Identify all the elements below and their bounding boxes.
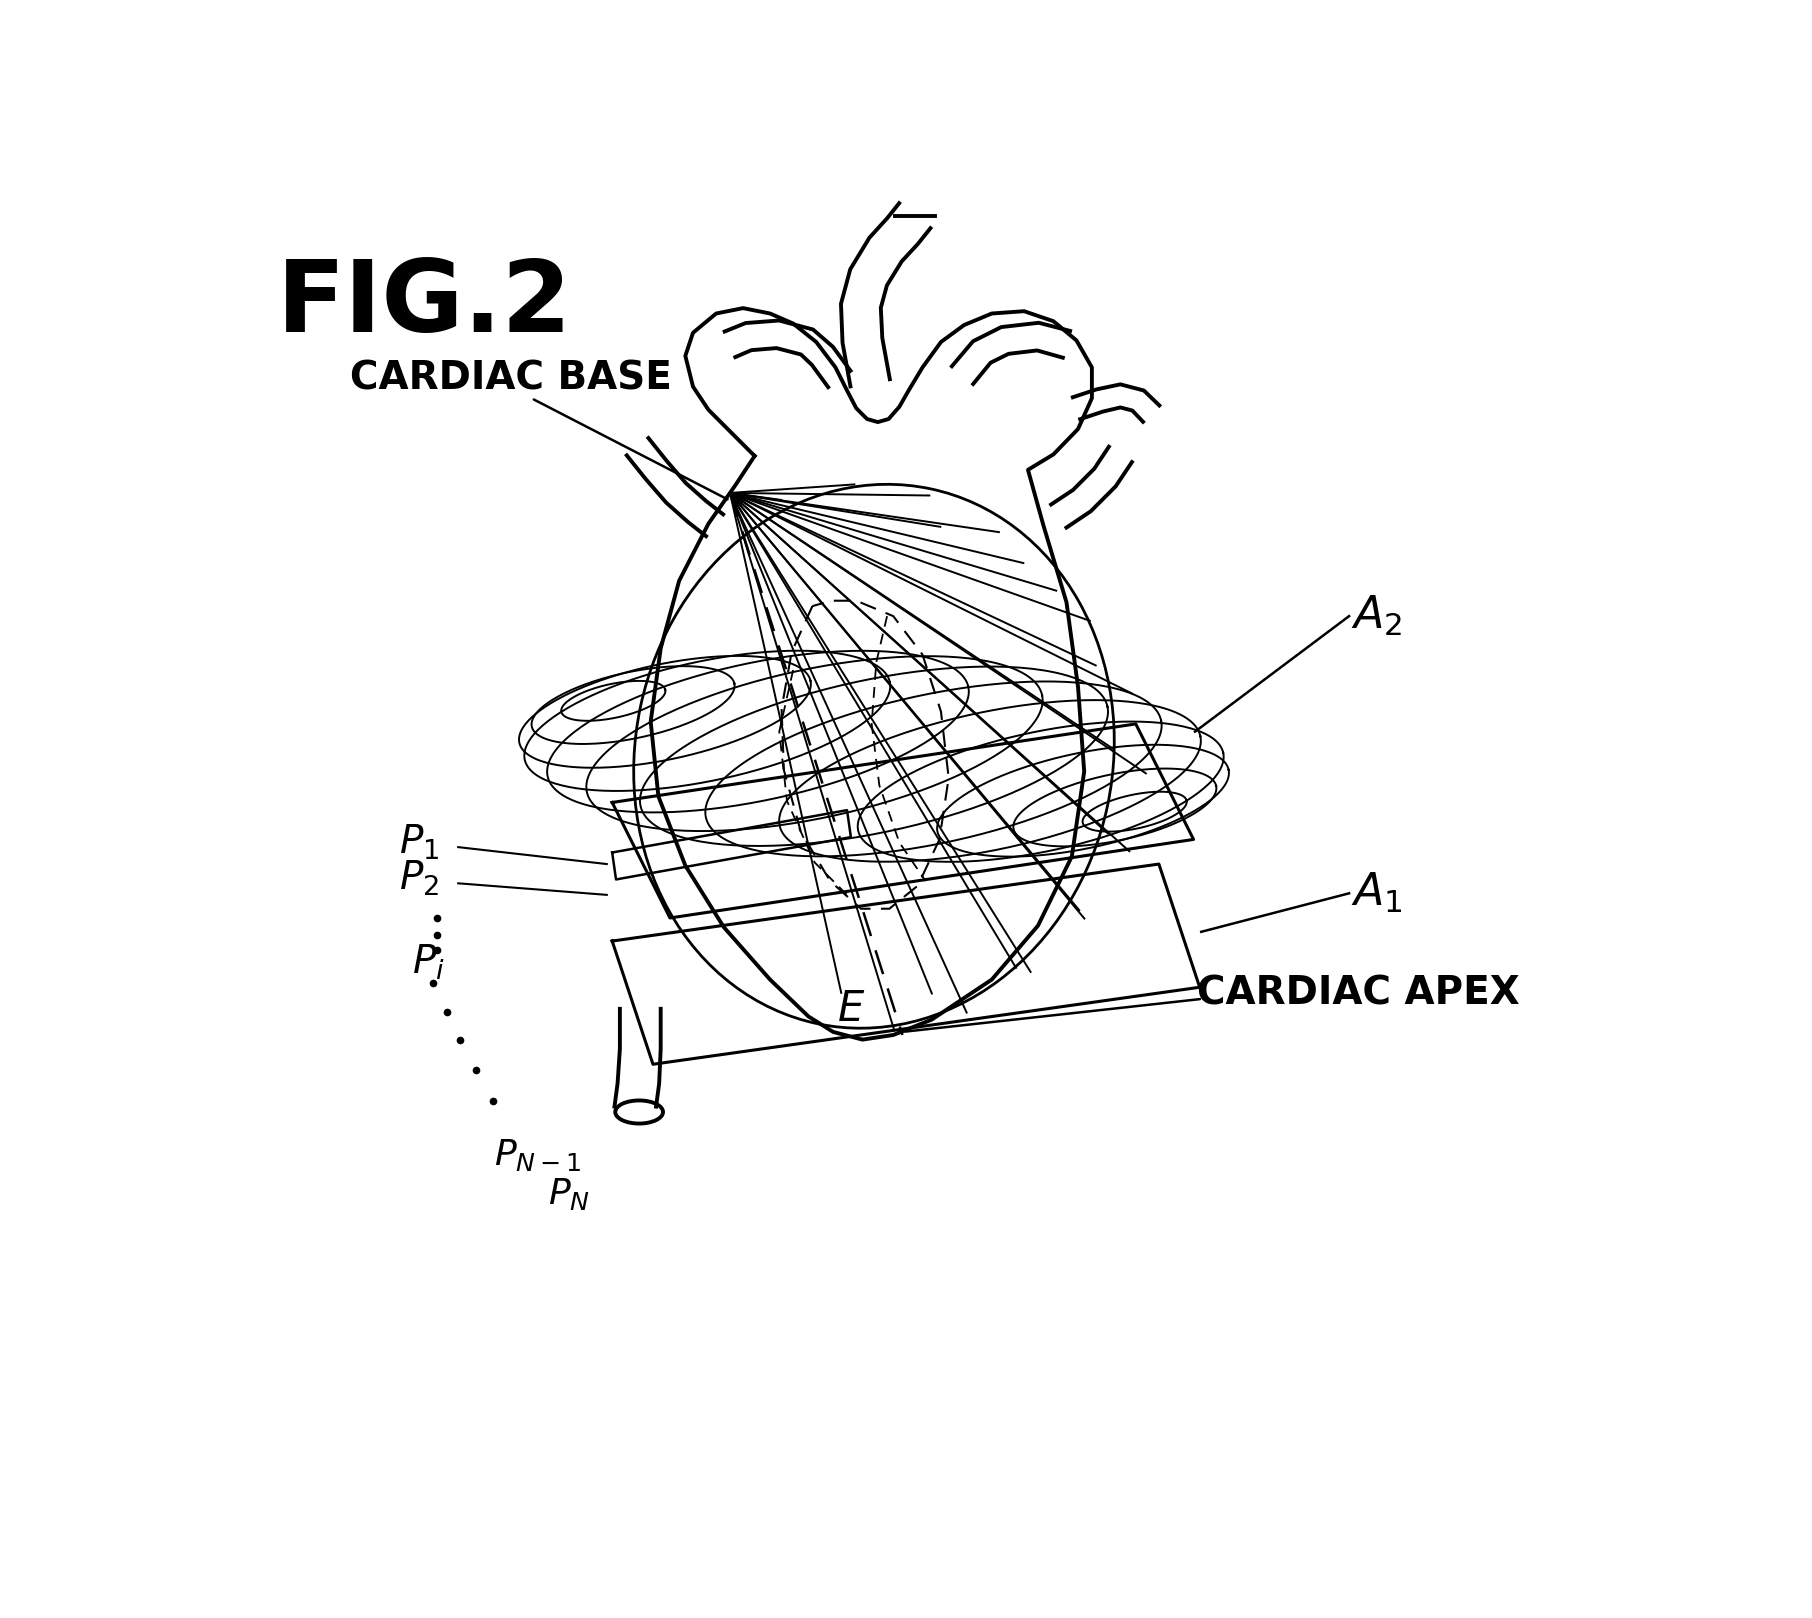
Text: $P_i$: $P_i$ — [411, 943, 446, 982]
Text: $A_2$: $A_2$ — [1352, 594, 1402, 637]
Text: $P_1$: $P_1$ — [399, 824, 439, 862]
Text: CARDIAC APEX: CARDIAC APEX — [1198, 974, 1520, 1013]
Text: $P_N$: $P_N$ — [549, 1176, 591, 1212]
Text: FIG.2: FIG.2 — [277, 256, 573, 353]
Text: $P_{N-1}$: $P_{N-1}$ — [495, 1137, 582, 1173]
Text: $E$: $E$ — [837, 989, 864, 1029]
Text: $P_2$: $P_2$ — [399, 858, 439, 898]
Text: CARDIAC BASE: CARDIAC BASE — [350, 359, 672, 398]
Text: $A_1$: $A_1$ — [1352, 870, 1402, 916]
